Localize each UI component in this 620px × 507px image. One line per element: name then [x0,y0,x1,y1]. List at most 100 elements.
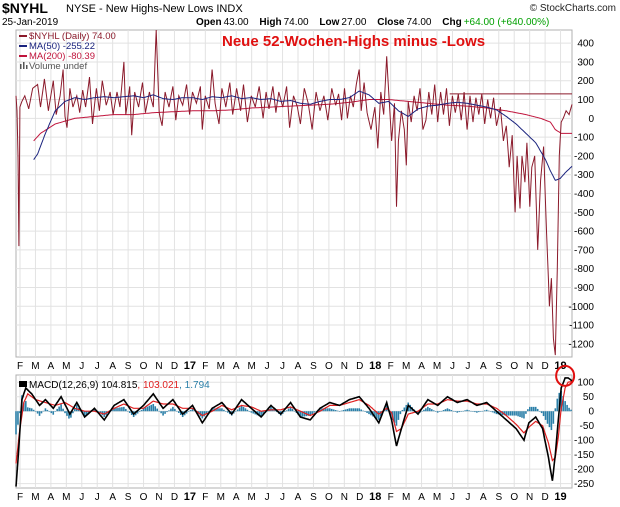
histogram-bar [560,390,563,412]
histogram-bar [536,408,539,412]
histogram-bar [319,408,321,412]
histogram-bar [291,408,294,412]
histogram-bar [138,411,141,412]
histogram-bar [146,406,149,412]
histogram-bar [217,408,219,412]
histogram-bar [460,411,462,412]
histogram-bar [564,401,566,412]
histogram-bar [115,408,117,412]
histogram-bar [493,411,496,414]
y-tick-label: -200 [574,151,594,162]
histogram-bar [513,411,515,416]
histogram-bar [491,411,494,413]
x-tick-label: M [217,361,225,372]
histogram-bar [315,411,317,412]
source-credit[interactable]: © StockCharts.com [529,3,616,14]
histogram-bar [123,406,125,412]
histogram-bar [448,409,451,412]
y-tick-label: 400 [577,39,594,50]
x-tick-label: M [62,361,70,372]
histogram-bar [374,411,376,418]
histogram-bar [568,407,570,412]
histogram-bar [364,411,366,412]
x-tick-label: D [171,361,178,372]
histogram-bar [421,411,423,412]
histogram-bar [56,408,58,412]
histogram-bar [85,411,88,416]
histogram-bar [289,406,292,412]
histogram-bar [36,411,39,414]
histogram-bar [201,411,204,419]
histogram-bar [142,408,145,412]
histogram-bar [485,409,488,412]
y-tick-label: -1000 [568,302,594,313]
histogram-bar [34,411,37,412]
histogram-bar [172,406,174,412]
x-tick-label: D [171,492,178,503]
histogram-bar [499,411,502,415]
x-tick-label: A [418,361,425,372]
histogram-bar [252,411,255,414]
histogram-bar [476,411,478,413]
histogram-bar [156,408,159,412]
x-tick-label: 17 [184,491,196,503]
x-tick-label: J [465,492,470,503]
histogram-bar [530,406,533,412]
x-tick-label: J [450,361,455,372]
histogram-bar [30,408,33,412]
highlight-circle [555,364,576,387]
histogram-bar [429,408,431,412]
open-label: Open [196,17,222,28]
histogram-bar [97,411,100,412]
histogram-bar [240,405,243,412]
histogram-bar [158,410,160,412]
histogram-bar [154,406,157,412]
histogram-bar [121,407,123,412]
x-tick-label: F [17,492,23,503]
histogram-bar [293,410,296,412]
histogram-bar [225,411,227,412]
histogram-bar [164,411,166,414]
histogram-bar [125,408,127,412]
histogram-bar [489,411,492,412]
histogram-bar [75,404,78,412]
macd-legend-entry: , 1.794 [179,380,210,391]
x-tick-label: N [526,361,533,372]
histogram-bar [28,407,31,412]
histogram-bar [17,411,19,425]
x-tick-label: F [388,361,394,372]
histogram-bar [483,410,486,412]
quote-line: Open 43.00 High 74.00 Low 27.00 Close 74.00 … [196,17,557,28]
histogram-bar [376,411,378,419]
histogram-bar [427,406,429,412]
x-tick-label: A [295,492,302,503]
histogram-bar [227,411,229,413]
histogram-bar [368,411,370,415]
histogram-bar [68,411,70,419]
x-tick-label: A [48,361,55,372]
x-tick-label: A [418,492,425,503]
y-tick-label: 50 [583,392,595,403]
chg-label: Chg [442,17,462,28]
histogram-bar [193,410,196,412]
histogram-bar [144,407,147,412]
y-tick-label: -50 [580,421,595,432]
histogram-bar [248,411,251,412]
histogram-bar [191,408,194,412]
x-tick-label: M [402,492,410,503]
histogram-bar [287,408,290,412]
x-tick-label: F [17,361,23,372]
macd-y-ticks: 100 50 0 -50 -100 -150 -200 -250 [574,378,594,490]
legend-entry: $NYHL (Daily) 74.00 [29,31,116,42]
histogram-bar [450,410,453,412]
x-tick-label: S [495,361,502,372]
macd-legend-entry: MACD(12,26,9) [29,380,98,391]
histogram-bar [550,411,553,431]
histogram-bar [393,411,396,423]
macd-legend-entry: 104.815 [98,380,137,391]
y-tick-label: 0 [588,114,594,125]
chg-value: +64.00 (+640.00%) [463,17,550,28]
chart-symbol: $NYHL [2,0,48,16]
histogram-bar [62,408,64,412]
histogram-bar [444,409,447,412]
